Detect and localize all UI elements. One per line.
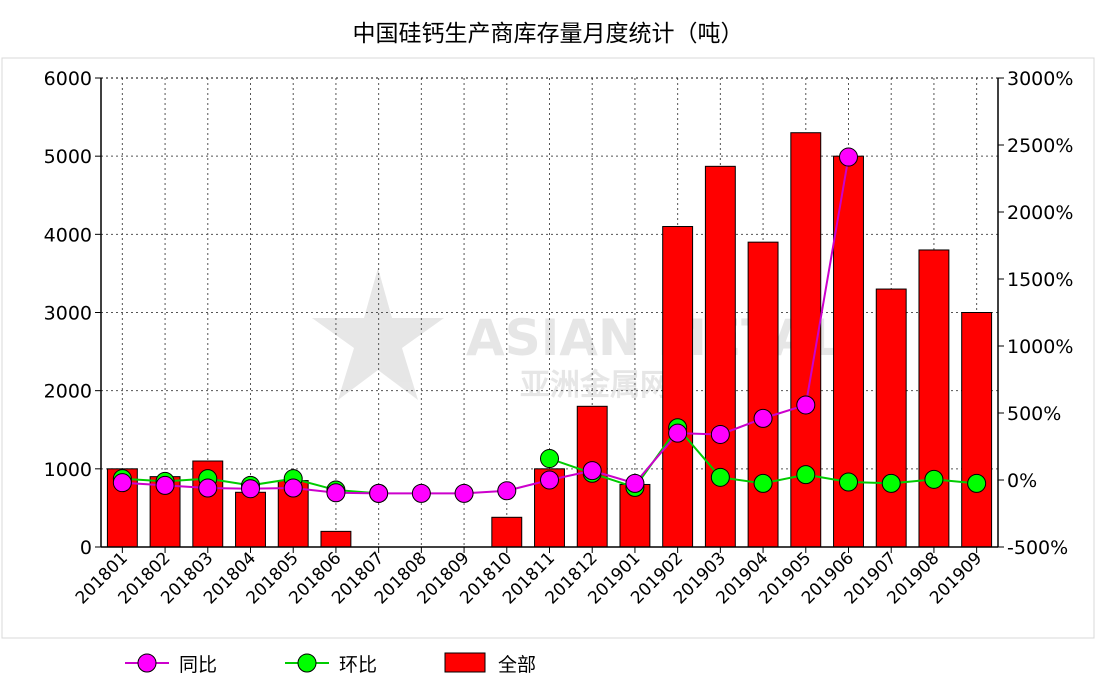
point-yoy-201807 <box>369 483 389 503</box>
watermark-star <box>312 268 444 400</box>
left-tick-label: 0 <box>80 537 92 559</box>
legend-label-total: 全部 <box>498 654 537 676</box>
point-yoy-201902 <box>668 423 688 443</box>
point-yoy-201804 <box>241 479 260 499</box>
point-yoy-201903 <box>710 424 730 444</box>
left-tick-label: 3000 <box>44 303 92 325</box>
left-tick-label: 2000 <box>44 381 92 403</box>
point-yoy-201811 <box>540 470 559 490</box>
legend-marker-mom <box>285 653 329 673</box>
point-yoy-201805 <box>283 478 303 498</box>
point-mom-201908 <box>924 469 944 489</box>
point-yoy-201806 <box>326 483 346 503</box>
point-yoy-201808 <box>411 483 431 503</box>
point-yoy-201904 <box>753 408 773 428</box>
point-mom-201909 <box>967 473 987 493</box>
left-tick-label: 4000 <box>44 224 92 246</box>
point-yoy-201901 <box>625 473 645 493</box>
point-yoy-201803 <box>198 478 218 498</box>
right-tick-label: -500% <box>1007 537 1068 559</box>
bar-201907 <box>875 288 907 548</box>
right-tick-label: 500% <box>1007 403 1061 425</box>
legend-swatch-total <box>444 652 486 673</box>
bar-201909 <box>961 312 993 548</box>
bar-201804 <box>235 491 266 548</box>
bar-201903 <box>704 165 736 548</box>
point-yoy-201812 <box>582 461 602 481</box>
legend-label-yoy: 同比 <box>179 654 218 676</box>
bar-201810 <box>491 516 523 548</box>
legend: 同比 环比 全部 <box>0 646 1096 680</box>
point-mom-201811 <box>540 449 559 469</box>
point-yoy-201906 <box>839 147 858 167</box>
point-mom-201907 <box>881 473 901 493</box>
left-tick-label: 6000 <box>44 68 92 90</box>
watermark-text: ASIAN METAL <box>466 309 842 367</box>
point-yoy-201905 <box>796 395 816 415</box>
point-mom-201906 <box>839 472 858 492</box>
left-tick-label: 1000 <box>44 459 92 481</box>
point-yoy-201810 <box>497 481 517 501</box>
right-tick-label: 0% <box>1007 470 1037 492</box>
chart-title: 中国硅钙生产商库存量月度统计（吨） <box>352 21 744 47</box>
legend-marker-yoy <box>125 653 169 673</box>
bar-201902 <box>662 226 694 548</box>
legend-label-mom: 环比 <box>339 654 378 676</box>
watermark-subtext: 亚洲金属网 <box>520 368 670 403</box>
right-tick-label: 2500% <box>1007 135 1073 157</box>
point-mom-201903 <box>710 467 730 487</box>
right-tick-label: 1500% <box>1007 269 1073 291</box>
bar-201908 <box>918 249 950 548</box>
left-tick-label: 5000 <box>44 146 92 168</box>
point-yoy-201802 <box>155 475 175 495</box>
right-tick-label: 1000% <box>1007 336 1073 358</box>
point-yoy-201809 <box>454 483 474 503</box>
point-mom-201904 <box>753 473 773 493</box>
right-tick-label: 2000% <box>1007 202 1073 224</box>
right-tick-label: 3000% <box>1007 68 1073 90</box>
bar-201904 <box>747 241 779 548</box>
bar-201806 <box>320 530 352 548</box>
point-yoy-201801 <box>112 473 132 493</box>
point-mom-201905 <box>796 465 816 485</box>
